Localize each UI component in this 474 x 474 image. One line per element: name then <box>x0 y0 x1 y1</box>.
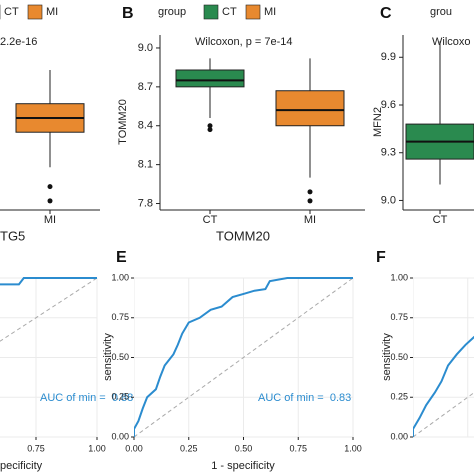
y-tick-label: 9.6 <box>381 99 396 111</box>
outlier <box>47 198 53 204</box>
legend-swatch <box>27 4 43 20</box>
plot-area <box>134 277 354 438</box>
y-tick-label: 1.00 <box>390 272 408 282</box>
x-tick-label: CT <box>433 214 448 226</box>
y-tick-label: 8.1 <box>138 159 153 171</box>
panel-label: E <box>116 249 127 266</box>
legend-title: group <box>158 6 186 18</box>
y-tick-label: 9.3 <box>381 147 396 159</box>
x-tick-label: 0.75 <box>289 443 307 453</box>
legend-title: grou <box>430 6 452 18</box>
y-axis-label: sensitivity <box>102 333 114 381</box>
outlier <box>207 127 213 133</box>
y-tick-label: 0.50 <box>390 352 408 362</box>
outlier <box>307 189 313 195</box>
y-tick-label: 0.75 <box>111 312 129 322</box>
outlier <box>47 184 53 190</box>
y-tick-label: 0.75 <box>390 312 408 322</box>
roc-curve <box>134 277 353 437</box>
annotation: Wilcoxo <box>432 36 471 48</box>
annotation: 2.2e-16 <box>0 36 37 48</box>
x-tick-label: 0.00 <box>125 443 143 453</box>
legend-label: CT <box>222 6 237 18</box>
x-axis-label: pecificity <box>0 460 43 472</box>
plot-area <box>0 277 98 438</box>
y-tick-label: 9.9 <box>381 51 396 63</box>
legend-label: CT <box>4 6 19 18</box>
y-tick-label: 0.50 <box>111 352 129 362</box>
panel-label: C <box>380 5 392 22</box>
y-tick-label: 9.0 <box>138 42 153 54</box>
plot-area <box>413 277 474 438</box>
y-tick-label: 0.00 <box>111 431 129 441</box>
x-tick-label: 0.50 <box>235 443 253 453</box>
y-tick-label: 9.0 <box>381 194 396 206</box>
x-tick-label: 0.75 <box>27 443 45 453</box>
x-tick-label: CT <box>203 214 218 226</box>
x-axis-label: 1 - specificity <box>211 460 275 472</box>
y-tick-label: 0.00 <box>390 431 408 441</box>
legend-swatch <box>203 4 219 20</box>
panel-label: B <box>122 5 134 22</box>
panel-label: F <box>376 249 386 266</box>
y-axis-label: MFN2 <box>372 107 384 137</box>
outlier <box>207 123 213 129</box>
x-tick-label: 1.00 <box>88 443 106 453</box>
y-tick-label: 8.7 <box>138 81 153 93</box>
y-axis-label: TOMM20 <box>117 99 129 145</box>
y-tick-label: 1.00 <box>111 272 129 282</box>
chart-title: TG5 <box>0 228 25 243</box>
auc-label: AUC of min = 0.88 <box>40 392 133 404</box>
y-tick-label: 0.25 <box>111 392 129 402</box>
chart-title: TOMM20 <box>216 228 270 243</box>
roc-curve <box>413 335 474 437</box>
x-tick-label: 1.00 <box>344 443 362 453</box>
legend-label: MI <box>264 6 276 18</box>
y-tick-label: 0.25 <box>390 392 408 402</box>
legend-label: MI <box>46 6 58 18</box>
y-axis-label: sensitivity <box>381 333 393 381</box>
legend-swatch <box>245 4 261 20</box>
diagonal <box>413 392 474 438</box>
box <box>175 69 245 88</box>
diagonal <box>134 277 354 438</box>
roc-curve <box>0 277 97 286</box>
y-tick-label: 7.8 <box>138 197 153 209</box>
y-tick-label: 8.4 <box>138 120 153 132</box>
auc-label: AUC of min = 0.83 <box>258 392 351 404</box>
x-tick-label: MI <box>44 214 56 226</box>
x-tick-label: MI <box>304 214 316 226</box>
box <box>275 90 345 127</box>
x-tick-label: 0.25 <box>180 443 198 453</box>
outlier <box>307 198 313 204</box>
annotation: Wilcoxon, p = 7e-14 <box>195 36 293 48</box>
